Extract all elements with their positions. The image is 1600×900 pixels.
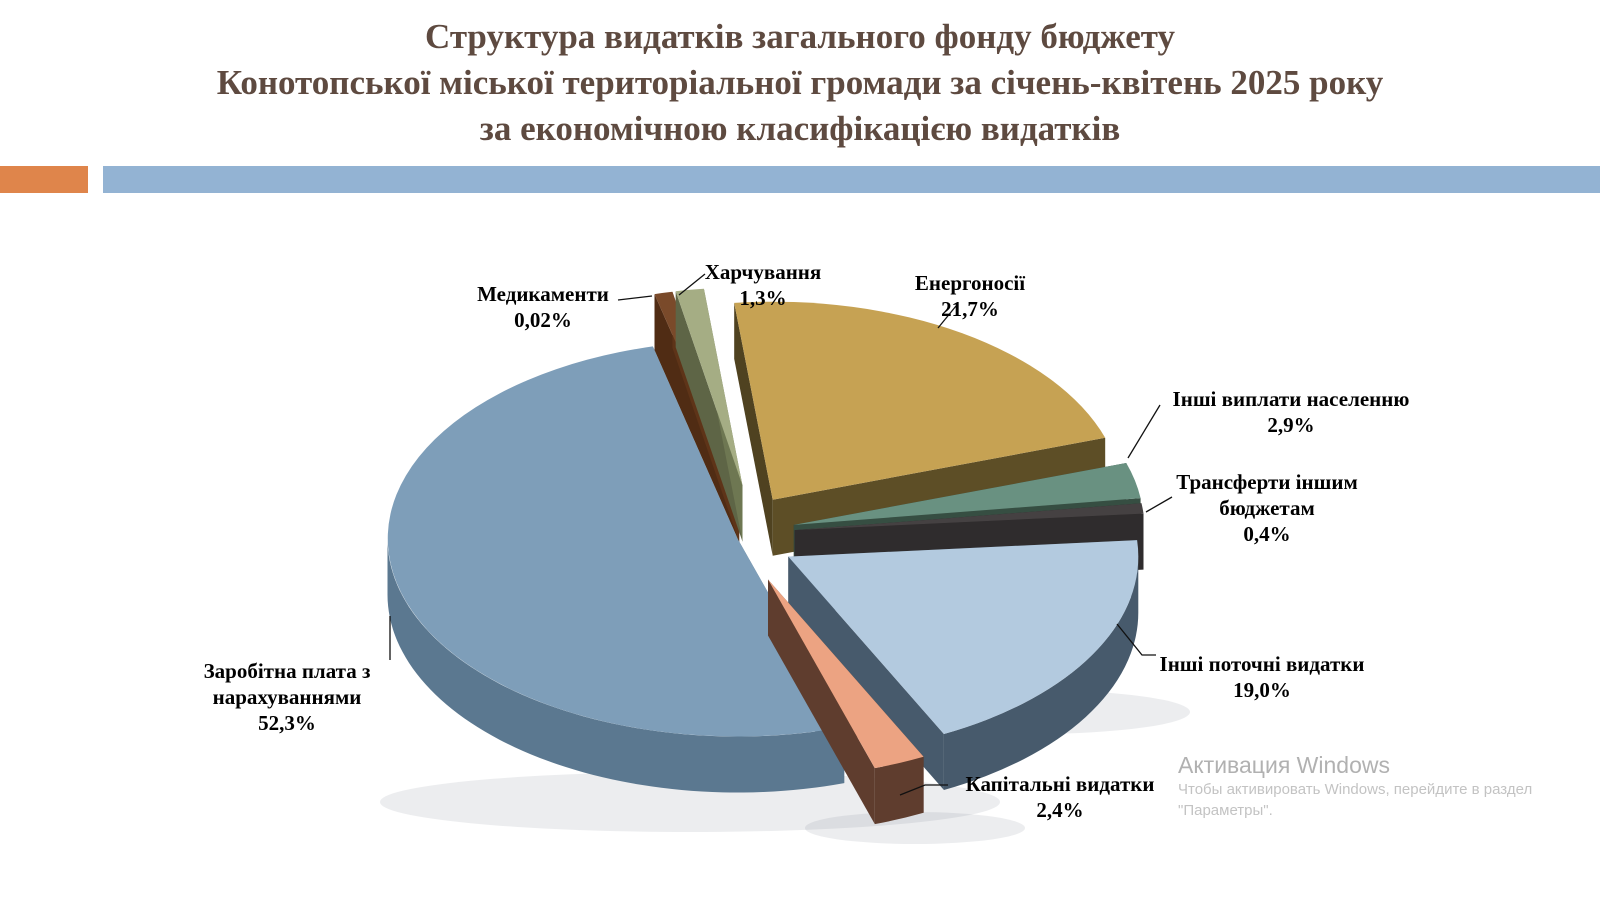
watermark-title: Активация Windows (1178, 752, 1390, 778)
slice-label-percent: 52,3% (258, 711, 316, 735)
slice-label-percent: 21,7% (941, 297, 999, 321)
slice-rim-face (387, 538, 845, 793)
slice-label-other-payments: Інші виплати населенню 2,9% (1146, 386, 1436, 438)
slice-label-name: Медикаменти (477, 282, 609, 306)
slice-label-name: Трансферти іншим бюджетам (1176, 470, 1358, 520)
slice-top-face (387, 346, 845, 737)
slice-top-face (734, 301, 1106, 500)
slice-top-face (788, 540, 1139, 734)
slide-title: Структура видатків загального фонду бюдж… (0, 14, 1600, 152)
slice-label-food: Харчування 1,3% (668, 259, 858, 311)
pie-slice-other-current (788, 540, 1139, 790)
leader-line-other-current (1116, 623, 1156, 656)
watermark-text-line-2: "Параметры". (1178, 802, 1273, 819)
leader-line-energy (937, 305, 957, 329)
slice-cut-face (675, 291, 743, 542)
slice-label-medicines: Медикаменти 0,02% (448, 281, 638, 333)
slide-title-line-2: Конотопської міської територіальної гром… (216, 63, 1384, 102)
slice-rim-face (874, 756, 924, 825)
slice-label-percent: 0,02% (514, 308, 572, 332)
slice-label-name: Інші поточні видатки (1159, 652, 1365, 676)
pie-slice-energy (734, 301, 1106, 556)
slice-cut-face (734, 302, 773, 556)
slice-label-other-current: Інші поточні видатки 19,0% (1137, 651, 1387, 703)
slice-label-percent: 2,9% (1267, 413, 1315, 437)
slice-cut-face (788, 556, 944, 790)
leader-line-capital (899, 784, 948, 796)
slice-label-transfers: Трансферти іншим бюджетам 0,4% (1162, 469, 1372, 547)
slice-top-face (768, 579, 924, 769)
slice-top-face (675, 288, 743, 486)
slice-label-percent: 2,4% (1036, 798, 1084, 822)
windows-activation-watermark: Активация Windows Чтобы активировать Win… (1178, 752, 1578, 821)
slice-rim-face (943, 556, 1139, 790)
slice-label-name: Інші виплати населенню (1172, 387, 1410, 411)
slice-label-energy: Енергоносії 21,7% (875, 270, 1065, 322)
accent-bar-blue (103, 166, 1600, 193)
pie-slice-capital (768, 579, 924, 825)
pie-slice-food (675, 288, 743, 542)
leader-line-food (678, 273, 706, 296)
slice-label-wages: Заробітна плата з нарахуваннями 52,3% (187, 658, 387, 736)
slice-label-name: Харчування (704, 260, 822, 284)
slide-title-line-3: за економічною класифікацією видатків (479, 109, 1121, 148)
pie-shadow-0 (380, 772, 1000, 832)
pie-shadow-2 (805, 812, 1025, 844)
slice-label-percent: 1,3% (739, 286, 787, 310)
slice-label-percent: 19,0% (1233, 678, 1291, 702)
slide-title-line-1: Структура видатків загального фонду бюдж… (425, 17, 1175, 56)
accent-bar-orange (0, 166, 88, 193)
leader-line-transfers (1145, 496, 1173, 513)
accent-band (0, 166, 1600, 193)
slice-label-name: Капітальні видатки (965, 772, 1155, 796)
slice-top-face (793, 463, 1141, 525)
slice-top-face (794, 503, 1144, 531)
slice-label-name: Енергоносії (914, 271, 1026, 295)
slice-label-capital: Капітальні видатки 2,4% (945, 771, 1175, 823)
leader-line-other-payments (1127, 404, 1161, 459)
leader-line-medicines (617, 295, 653, 301)
slice-label-percent: 0,4% (1243, 522, 1291, 546)
slice-label-name: Заробітна плата з нарахуваннями (203, 659, 371, 709)
watermark-text-line-1: Чтобы активировать Windows, перейдите в … (1178, 781, 1533, 798)
slice-cut-face (768, 579, 875, 825)
